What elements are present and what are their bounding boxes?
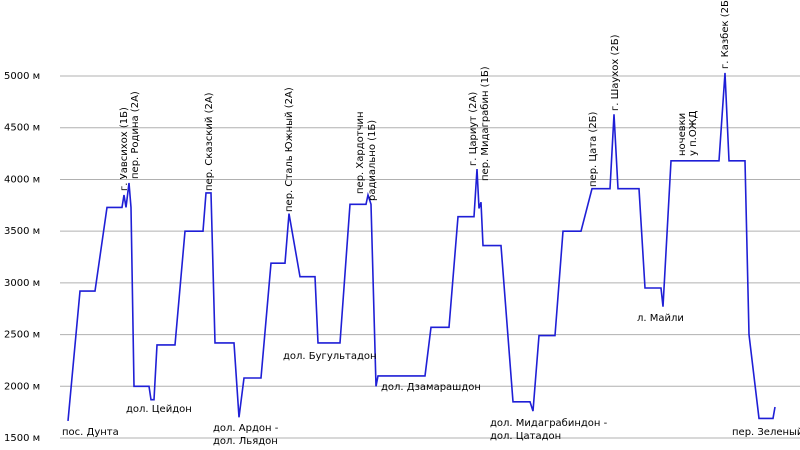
y-tick-label: 5000 м — [4, 71, 40, 82]
annotation: пер. Родина (2А) — [130, 91, 141, 179]
annotation: пер. Зеленый — [732, 427, 800, 438]
annotation: ночевки — [677, 113, 688, 156]
annotation: пос. Дунта — [62, 427, 119, 438]
annotation: дол. Дзамарашдон — [381, 382, 481, 393]
annotation: дол. Льядон — [213, 436, 278, 447]
annotation: у п.ОЖД — [688, 111, 699, 156]
y-tick-label: 3500 м — [4, 226, 40, 237]
y-tick-label: 3000 м — [4, 278, 40, 289]
annotation: пер. Мидаграбин (1Б) — [480, 66, 491, 181]
annotation: радиально (1Б) — [367, 120, 378, 201]
annotation: пер. Сказский (2А) — [204, 92, 215, 191]
y-tick-label: 4000 м — [4, 174, 40, 185]
annotation: дол. Мидаграбиндон - — [490, 418, 608, 429]
annotation: дол. Бугультадон — [283, 351, 377, 362]
y-tick-label: 4500 м — [4, 123, 40, 134]
annotation: л. Майли — [637, 313, 684, 324]
y-tick-label: 2500 м — [4, 330, 40, 341]
annotation: дол. Цатадон — [490, 431, 561, 442]
annotation: г. Уавсихох (1Б) — [119, 107, 130, 191]
annotation: дол. Ардон - — [213, 423, 279, 434]
annotation: пер. Цата (2Б) — [588, 111, 599, 187]
annotation: дол. Цейдон — [126, 404, 192, 415]
annotation: пер. Сталь Южный (2А) — [284, 87, 295, 212]
annotation: пер. Хардотчин — [355, 111, 366, 194]
annotation: г. Казбек (2Б) — [720, 0, 731, 69]
elevation-line — [67, 72, 776, 421]
annotation: г. Шаухох (2Б) — [610, 34, 621, 111]
annotation: г. Цариут (2А) — [468, 92, 479, 166]
y-tick-label: 2000 м — [4, 381, 40, 392]
y-tick-label: 1500 м — [4, 433, 40, 444]
